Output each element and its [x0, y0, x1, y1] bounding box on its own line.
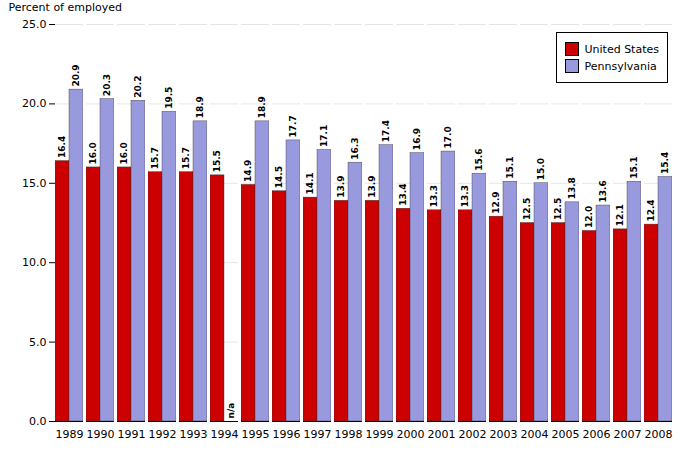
svg-text:14.9: 14.9 — [243, 160, 253, 182]
svg-text:2007: 2007 — [614, 428, 642, 441]
svg-text:2002: 2002 — [459, 428, 487, 441]
svg-text:20.3: 20.3 — [102, 74, 112, 96]
svg-text:12.9: 12.9 — [491, 191, 501, 213]
svg-text:17.4: 17.4 — [381, 120, 391, 142]
svg-text:15.5: 15.5 — [212, 150, 222, 172]
svg-text:5.0: 5.0 — [29, 336, 47, 349]
svg-text:13.8: 13.8 — [567, 177, 577, 199]
html-text:United States: United States — [584, 42, 659, 56]
svg-text:2004: 2004 — [521, 428, 549, 441]
svg-text:1996: 1996 — [273, 428, 301, 441]
svg-text:2008: 2008 — [645, 428, 673, 441]
svg-text:13.9: 13.9 — [336, 176, 346, 198]
svg-text:2005: 2005 — [552, 428, 580, 441]
svg-text:1990: 1990 — [87, 428, 115, 441]
svg-text:1995: 1995 — [242, 428, 270, 441]
svg-text:2001: 2001 — [428, 428, 456, 441]
svg-text:16.4: 16.4 — [57, 136, 67, 158]
svg-text:1992: 1992 — [149, 428, 177, 441]
svg-text:15.7: 15.7 — [150, 147, 160, 169]
svg-text:17.1: 17.1 — [319, 125, 329, 147]
svg-text:1989: 1989 — [56, 428, 84, 441]
svg-text:2006: 2006 — [583, 428, 611, 441]
svg-text:12.5: 12.5 — [522, 198, 532, 220]
svg-text:16.9: 16.9 — [412, 128, 422, 150]
svg-text:Percent of employed: Percent of employed — [9, 1, 123, 14]
svg-text:15.0: 15.0 — [536, 158, 546, 180]
svg-text:25.0: 25.0 — [22, 18, 47, 31]
svg-text:1994: 1994 — [211, 428, 239, 441]
svg-text:20.9: 20.9 — [71, 64, 81, 86]
svg-text:0.0: 0.0 — [29, 415, 47, 428]
svg-text:12.1: 12.1 — [615, 204, 625, 226]
svg-text:17.0: 17.0 — [443, 126, 453, 148]
svg-text:15.4: 15.4 — [660, 152, 670, 174]
html-text:Pennsylvania: Pennsylvania — [584, 59, 657, 73]
svg-text:1998: 1998 — [335, 428, 363, 441]
svg-text:15.7: 15.7 — [181, 147, 191, 169]
svg-text:12.5: 12.5 — [553, 198, 563, 220]
svg-text:1997: 1997 — [304, 428, 332, 441]
svg-text:17.7: 17.7 — [288, 115, 298, 137]
svg-text:18.9: 18.9 — [257, 96, 267, 118]
svg-text:13.6: 13.6 — [598, 180, 608, 202]
svg-text:13.9: 13.9 — [367, 176, 377, 198]
svg-text:13.4: 13.4 — [398, 183, 408, 205]
svg-text:20.0: 20.0 — [22, 97, 47, 110]
svg-text:15.6: 15.6 — [474, 149, 484, 171]
svg-text:14.1: 14.1 — [305, 172, 315, 194]
svg-text:15.0: 15.0 — [22, 177, 47, 190]
svg-text:13.3: 13.3 — [429, 185, 439, 207]
svg-text:14.5: 14.5 — [274, 166, 284, 188]
svg-text:1991: 1991 — [118, 428, 146, 441]
svg-text:12.0: 12.0 — [584, 206, 594, 228]
svg-text:1999: 1999 — [366, 428, 394, 441]
svg-text:16.3: 16.3 — [350, 137, 360, 159]
svg-text:10.0: 10.0 — [22, 256, 47, 269]
svg-text:12.4: 12.4 — [646, 199, 656, 221]
svg-text:16.0: 16.0 — [119, 142, 129, 164]
svg-text:20.2: 20.2 — [133, 76, 143, 98]
svg-text:2000: 2000 — [397, 428, 425, 441]
svg-text:2003: 2003 — [490, 428, 518, 441]
svg-text:15.1: 15.1 — [505, 156, 515, 178]
svg-text:18.9: 18.9 — [195, 96, 205, 118]
svg-text:16.0: 16.0 — [88, 142, 98, 164]
svg-text:15.1: 15.1 — [629, 156, 639, 178]
svg-text:1993: 1993 — [180, 428, 208, 441]
svg-text:n/a: n/a — [226, 403, 236, 419]
svg-text:13.3: 13.3 — [460, 185, 470, 207]
svg-text:19.5: 19.5 — [164, 87, 174, 109]
